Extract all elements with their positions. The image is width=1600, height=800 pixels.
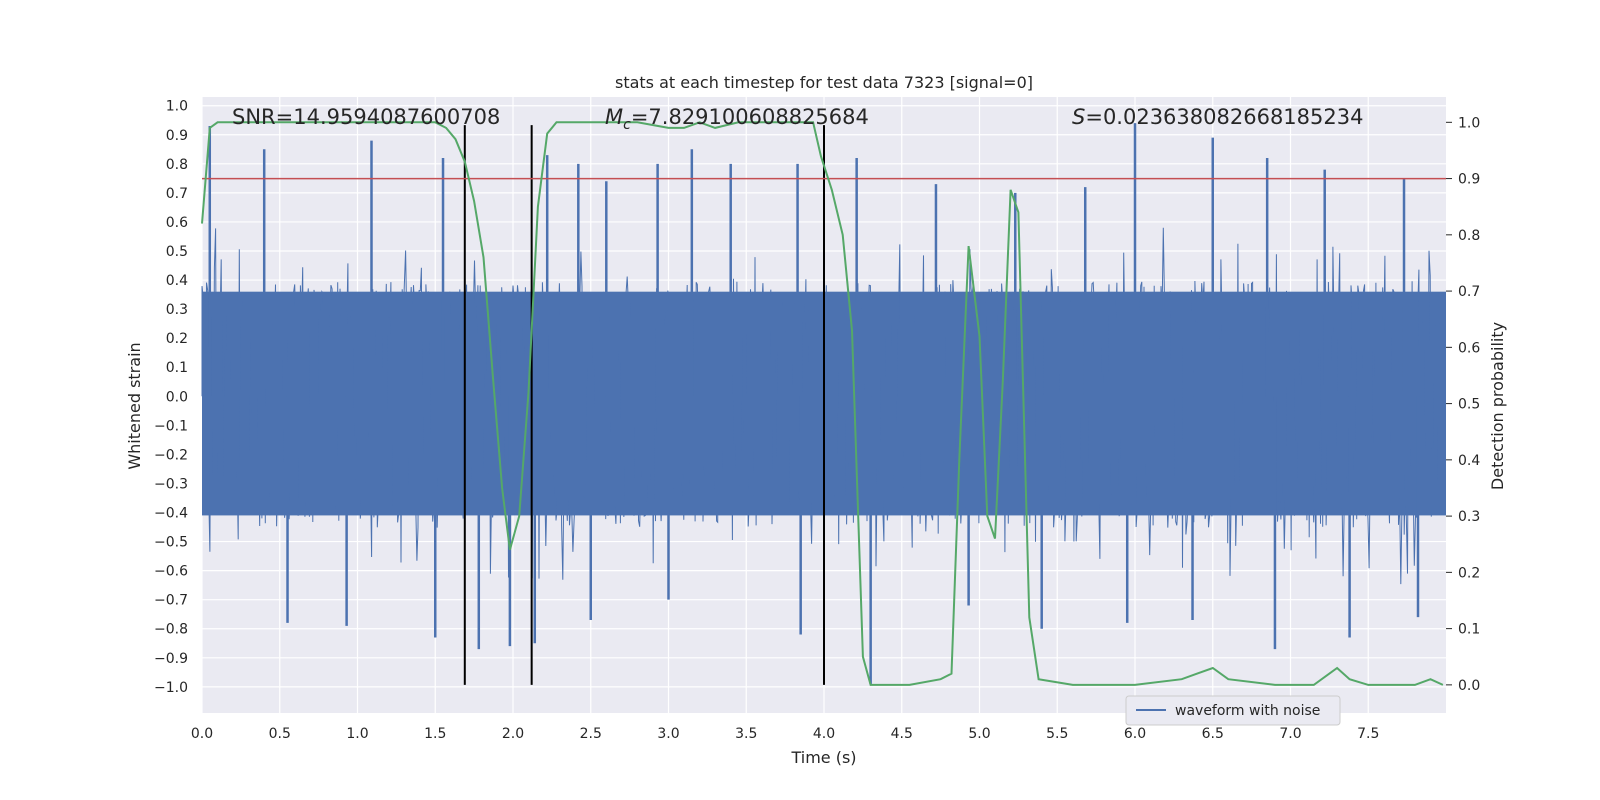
- legend-label-waveform: waveform with noise: [1175, 703, 1320, 719]
- y-left-tick-label: 0.6: [166, 215, 188, 231]
- x-tick-label: 6.5: [1202, 726, 1224, 742]
- chart-title: stats at each timestep for test data 732…: [615, 73, 1033, 92]
- y-left-tick-label: −0.4: [154, 506, 188, 522]
- y-left-tick-label: 0.3: [166, 302, 188, 318]
- y-right-tick-label: 1.0: [1458, 115, 1480, 131]
- y-left-tick-label: −0.9: [154, 651, 188, 667]
- y-left-tick-label: 0.2: [166, 331, 188, 347]
- x-tick-label: 4.0: [813, 726, 835, 742]
- s-symbol: S: [1072, 105, 1085, 129]
- y-right-tick-label: 0.4: [1458, 453, 1480, 469]
- probability-series-line: [201, 121, 1444, 686]
- s-annotation: S=0.023638082668185234: [1072, 105, 1363, 129]
- y-right-tick-label: 0.5: [1458, 397, 1480, 413]
- y-left-tick-label: −0.5: [154, 535, 188, 551]
- y-left-tick-label: −0.7: [154, 593, 188, 609]
- x-tick-label: 0.0: [191, 726, 213, 742]
- x-tick-label: 1.5: [424, 726, 446, 742]
- x-axis-label: Time (s): [790, 748, 856, 767]
- y-left-tick-label: 0.7: [166, 186, 188, 202]
- mc-subscript: c: [623, 117, 631, 133]
- y-left-axis-label: Whitened strain: [125, 342, 144, 469]
- y-right-tick-label: 0.0: [1458, 678, 1480, 694]
- vertical-markers: [463, 125, 825, 685]
- y-right-tick-label: 0.6: [1458, 340, 1480, 356]
- y-right-tick-label: 0.9: [1458, 172, 1480, 188]
- legend: waveform with noise: [1125, 695, 1341, 726]
- y-right-tick-label: 0.3: [1458, 509, 1480, 525]
- x-tick-labels: 0.0 0.5 1.0 1.5 2.0 2.5 3.0 3.5 4.0 4.5 5.0 5.5 6.0 6…: [191, 726, 1380, 742]
- y-right-tick-label: 0.7: [1458, 284, 1480, 300]
- y-right-axis-label: Detection probability: [1488, 322, 1507, 490]
- x-tick-label: 3.0: [657, 726, 679, 742]
- mc-annotation: Mc=7.829100608825684: [605, 105, 869, 133]
- y-left-tick-label: 0.4: [166, 273, 188, 289]
- y-left-tick-label: −0.6: [154, 564, 188, 580]
- y-right-tick-label: 0.8: [1458, 228, 1480, 244]
- y-left-tick-label: −0.3: [154, 476, 188, 492]
- x-tick-label: 1.0: [346, 726, 368, 742]
- y-left-tick-label: −0.1: [154, 418, 188, 434]
- waveform-noise-path: [201, 227, 1446, 585]
- legend-box: [1125, 695, 1341, 726]
- x-tick-label: 7.5: [1357, 726, 1379, 742]
- y-left-tick-label: 0.5: [166, 244, 188, 260]
- x-tick-label: 6.0: [1124, 726, 1146, 742]
- x-tick-label: 4.5: [891, 726, 913, 742]
- x-tick-label: 0.5: [269, 726, 291, 742]
- x-tick-label: 2.0: [502, 726, 524, 742]
- y-right-tick-label: 0.1: [1458, 622, 1480, 638]
- x-tick-label: 3.5: [735, 726, 757, 742]
- mc-value: =7.829100608825684: [631, 105, 869, 129]
- y-left-tick-label: 0.9: [166, 128, 188, 144]
- x-tick-label: 7.0: [1279, 726, 1301, 742]
- y-left-tick-label: 0.1: [166, 360, 188, 376]
- x-tick-label: 5.0: [968, 726, 990, 742]
- y-left-tick-label: 0.0: [166, 389, 188, 405]
- s-value: =0.023638082668185234: [1085, 105, 1363, 129]
- y-left-tick-label: −1.0: [154, 680, 188, 696]
- y-right-tick-label: 0.2: [1458, 565, 1480, 581]
- x-tick-label: 5.5: [1046, 726, 1068, 742]
- y-left-tick-labels: 1.0 0.9 0.8 0.7 0.6 0.5 0.4 0.3 0.2 0.1 0.0 −0.1 −0.…: [154, 99, 188, 696]
- y-left-tick-label: −0.8: [154, 622, 188, 638]
- mc-symbol: M: [605, 105, 623, 129]
- y-left-tick-label: 1.0: [166, 99, 188, 115]
- y-left-tick-label: −0.2: [154, 447, 188, 463]
- x-tick-label: 2.5: [580, 726, 602, 742]
- y-left-tick-label: 0.8: [166, 157, 188, 173]
- y-right-tick-labels: 1.0 0.9 0.8 0.7 0.6 0.5 0.4 0.3 0.2 0.1 0.0: [1446, 115, 1480, 694]
- snr-annotation: SNR=14.9594087600708: [232, 105, 500, 129]
